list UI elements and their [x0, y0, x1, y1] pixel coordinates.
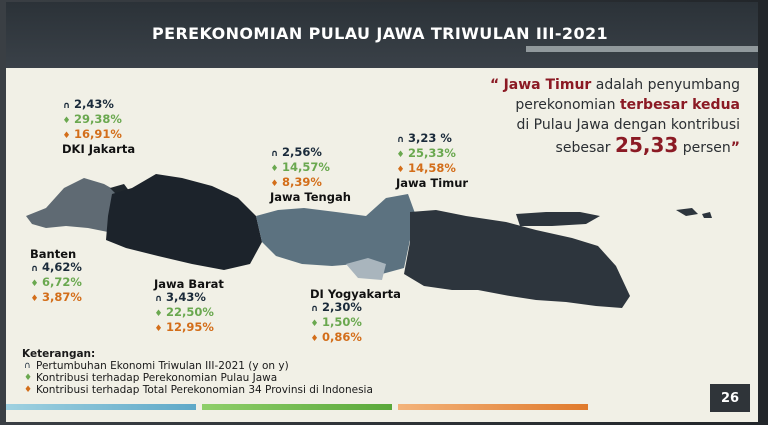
java-contribution-value: 14,57%	[282, 160, 330, 174]
footer-bar-green	[202, 404, 392, 410]
java-island-map	[26, 174, 712, 308]
national-contribution-icon: ♦	[30, 294, 39, 304]
quote-highlight: terbesar kedua	[619, 97, 740, 113]
legend-label: Kontribusi terhadap Total Perekonomian 3…	[36, 384, 373, 396]
national-contribution-icon: ♦	[24, 385, 33, 395]
national-contribution-value: 16,91%	[74, 127, 122, 141]
national-contribution-icon: ♦	[396, 165, 405, 175]
region-name: Jawa Barat	[154, 277, 224, 291]
national-contribution-value: 8,39%	[282, 175, 322, 189]
quote-close-mark: ”	[730, 140, 740, 156]
slide-header: PEREKONOMIAN PULAU JAWA TRIWULAN III-202…	[6, 2, 758, 68]
map-region-jawa-timur	[404, 210, 630, 308]
growth-arrow-icon: ∩	[24, 361, 31, 371]
java-contribution-icon: ♦	[30, 279, 39, 289]
java-contribution-icon: ♦	[154, 309, 163, 319]
quote-text-4a: sebesar	[555, 140, 616, 156]
map-region-banten	[26, 178, 118, 232]
slide-title: PEREKONOMIAN PULAU JAWA TRIWULAN III-202…	[152, 24, 609, 43]
java-contribution-icon: ♦	[310, 319, 319, 329]
national-contribution-icon: ♦	[62, 131, 71, 141]
java-contribution-icon: ♦	[270, 164, 279, 174]
stats-jawa-timur: ∩ 3,23 % ♦ 25,33% ♦ 14,58% Jawa Timur	[396, 132, 468, 190]
java-contribution-value: 1,50%	[322, 315, 362, 329]
java-contribution-value: 22,50%	[166, 305, 214, 319]
map-region-di-yogyakarta	[346, 258, 386, 280]
java-contribution-value: 6,72%	[42, 275, 82, 289]
stats-dki-jakarta: ∩ 2,43% ♦ 29,38% ♦ 16,91% DKI Jakarta	[62, 98, 135, 156]
growth-value: 3,23 %	[408, 131, 452, 145]
growth-arrow-icon: ∩	[62, 101, 71, 111]
quote-value: 25,33	[615, 133, 679, 157]
quote-text-4b: persen	[678, 140, 731, 156]
growth-value: 2,43%	[74, 97, 114, 111]
map-region-madura	[516, 212, 600, 226]
map-region-jawa-barat	[106, 174, 262, 270]
presentation-slide: PEREKONOMIAN PULAU JAWA TRIWULAN III-202…	[6, 2, 758, 422]
legend-item-growth: ∩ Pertumbuhan Ekonomi Triwulan III-2021 (…	[22, 360, 373, 372]
legend-title: Keterangan:	[22, 348, 96, 360]
stats-di-yogyakarta: DI Yogyakarta ∩ 2,30% ♦ 1,50% ♦ 0,86%	[310, 288, 401, 346]
highlight-quote: “ Jawa Timur adalah penyumbang perekonom…	[410, 75, 740, 158]
region-name: DI Yogyakarta	[310, 287, 401, 301]
growth-value: 4,62%	[42, 260, 82, 274]
growth-arrow-icon: ∩	[270, 149, 279, 159]
legend-item-java: ♦ Kontribusi terhadap Perekonomian Pulau …	[22, 372, 373, 384]
quote-text-3: di Pulau Jawa dengan kontribusi	[516, 117, 740, 133]
quote-open-mark: “	[489, 77, 500, 93]
growth-arrow-icon: ∩	[396, 135, 405, 145]
national-contribution-icon: ♦	[270, 179, 279, 189]
growth-arrow-icon: ∩	[30, 264, 39, 274]
stats-banten: Banten ∩ 4,62% ♦ 6,72% ♦ 3,87%	[30, 248, 82, 306]
region-name: Jawa Timur	[396, 176, 469, 190]
legend-label: Pertumbuhan Ekonomi Triwulan III-2021 (y…	[36, 360, 289, 372]
map-small-island	[676, 208, 698, 216]
legend-label: Kontribusi terhadap Perekonomian Pulau J…	[36, 372, 278, 384]
stats-jawa-tengah: ∩ 2,56% ♦ 14,57% ♦ 8,39% Jawa Tengah	[270, 146, 351, 204]
page-number: 26	[710, 384, 750, 412]
legend: Keterangan: ∩ Pertumbuhan Ekonomi Triwula…	[22, 348, 373, 396]
region-name: Jawa Tengah	[270, 190, 351, 204]
footer-bar-orange	[398, 404, 588, 410]
national-contribution-icon: ♦	[310, 334, 319, 344]
national-contribution-value: 14,58%	[408, 161, 456, 175]
growth-value: 2,30%	[322, 300, 362, 314]
java-contribution-icon: ♦	[396, 150, 405, 160]
map-small-island	[702, 212, 712, 218]
region-name: DKI Jakarta	[62, 142, 136, 156]
growth-value: 3,43%	[166, 290, 206, 304]
java-contribution-value: 25,33%	[408, 146, 456, 160]
java-contribution-icon: ♦	[24, 373, 33, 383]
growth-value: 2,56%	[282, 145, 322, 159]
national-contribution-value: 3,87%	[42, 290, 82, 304]
growth-arrow-icon: ∩	[154, 294, 163, 304]
national-contribution-value: 12,95%	[166, 320, 214, 334]
growth-arrow-icon: ∩	[310, 304, 319, 314]
national-contribution-icon: ♦	[154, 324, 163, 334]
legend-item-national: ♦ Kontribusi terhadap Total Perekonomian …	[22, 384, 373, 396]
region-name: Banten	[30, 247, 77, 261]
quote-region: Jawa Timur	[503, 77, 592, 93]
national-contribution-value: 0,86%	[322, 330, 362, 344]
java-contribution-icon: ♦	[62, 116, 71, 126]
footer-bar-blue	[6, 404, 196, 410]
stats-jawa-barat: Jawa Barat ∩ 3,43% ♦ 22,50% ♦ 12,95%	[154, 278, 224, 336]
java-contribution-value: 29,38%	[74, 112, 122, 126]
quote-text-1: adalah penyumbang	[591, 77, 740, 93]
map-region-jawa-tengah	[256, 194, 416, 274]
quote-text-2: perekonomian	[515, 97, 620, 113]
header-accent-bar	[526, 46, 758, 52]
